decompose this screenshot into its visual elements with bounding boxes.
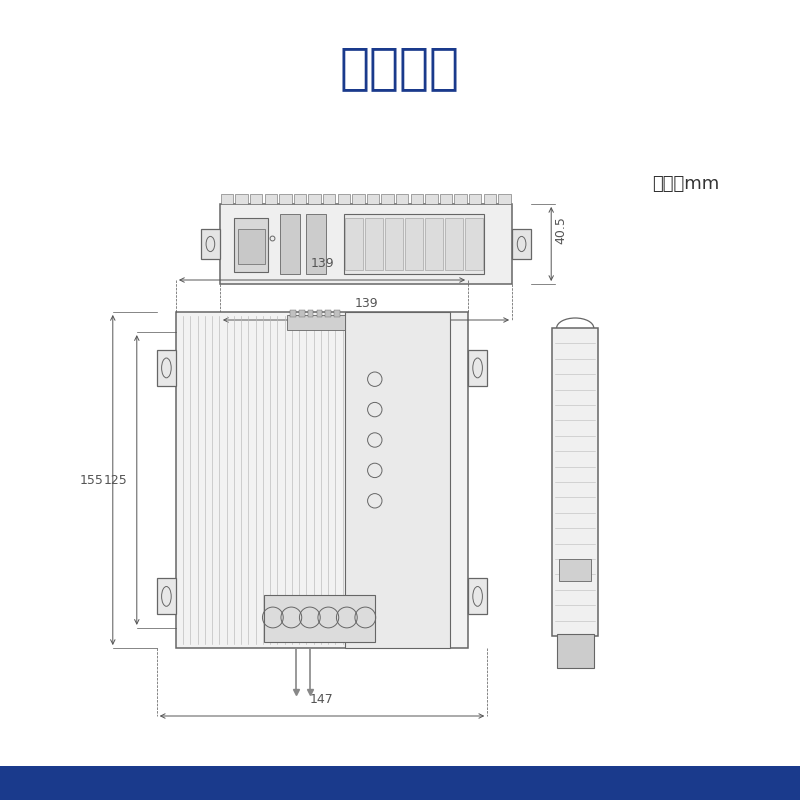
Bar bbox=[234, 218, 268, 272]
Bar bbox=[465, 218, 483, 270]
Bar bbox=[365, 218, 383, 270]
Bar bbox=[352, 194, 365, 204]
Bar bbox=[326, 310, 331, 317]
Bar bbox=[445, 218, 463, 270]
Bar bbox=[334, 310, 340, 317]
Text: 139: 139 bbox=[354, 298, 378, 310]
Bar bbox=[469, 194, 482, 204]
Bar bbox=[201, 229, 220, 259]
Bar bbox=[512, 229, 531, 259]
Bar bbox=[410, 194, 423, 204]
Bar bbox=[308, 310, 314, 317]
Bar bbox=[265, 194, 277, 204]
Bar bbox=[366, 194, 379, 204]
Bar bbox=[157, 578, 176, 614]
Text: 147: 147 bbox=[310, 694, 334, 706]
Bar bbox=[396, 194, 408, 204]
Bar bbox=[250, 194, 262, 204]
Bar bbox=[385, 218, 403, 270]
Bar bbox=[405, 218, 423, 270]
Bar bbox=[238, 229, 265, 264]
Bar bbox=[279, 194, 291, 204]
Bar bbox=[468, 350, 487, 386]
Bar bbox=[306, 214, 326, 274]
Text: 125: 125 bbox=[103, 474, 127, 486]
Bar bbox=[323, 194, 335, 204]
Bar bbox=[425, 194, 438, 204]
Bar bbox=[552, 328, 598, 636]
Bar bbox=[280, 214, 300, 274]
Bar bbox=[221, 194, 233, 204]
Bar bbox=[338, 194, 350, 204]
Bar bbox=[176, 312, 468, 648]
Bar bbox=[468, 578, 487, 614]
Bar bbox=[483, 194, 496, 204]
Bar bbox=[382, 194, 394, 204]
Bar bbox=[235, 194, 248, 204]
Bar bbox=[287, 315, 345, 330]
Bar bbox=[317, 310, 322, 317]
Text: 155: 155 bbox=[79, 474, 103, 486]
Bar bbox=[294, 194, 306, 204]
Bar bbox=[290, 310, 296, 317]
Bar bbox=[308, 194, 321, 204]
Bar bbox=[440, 194, 452, 204]
Bar bbox=[346, 312, 450, 648]
Bar bbox=[157, 350, 176, 386]
Bar bbox=[344, 214, 484, 274]
Bar bbox=[345, 218, 363, 270]
Bar bbox=[559, 559, 591, 581]
Bar bbox=[299, 310, 305, 317]
Bar bbox=[0, 766, 800, 800]
Text: 139: 139 bbox=[310, 258, 334, 270]
Bar bbox=[264, 595, 374, 642]
Text: 产品尺寸: 产品尺寸 bbox=[340, 44, 460, 92]
Text: 单位：mm: 单位：mm bbox=[652, 175, 719, 193]
Bar bbox=[498, 194, 510, 204]
Bar bbox=[425, 218, 443, 270]
Bar bbox=[454, 194, 466, 204]
Bar bbox=[220, 204, 512, 284]
Bar bbox=[557, 634, 594, 668]
Text: 40.5: 40.5 bbox=[554, 216, 567, 244]
